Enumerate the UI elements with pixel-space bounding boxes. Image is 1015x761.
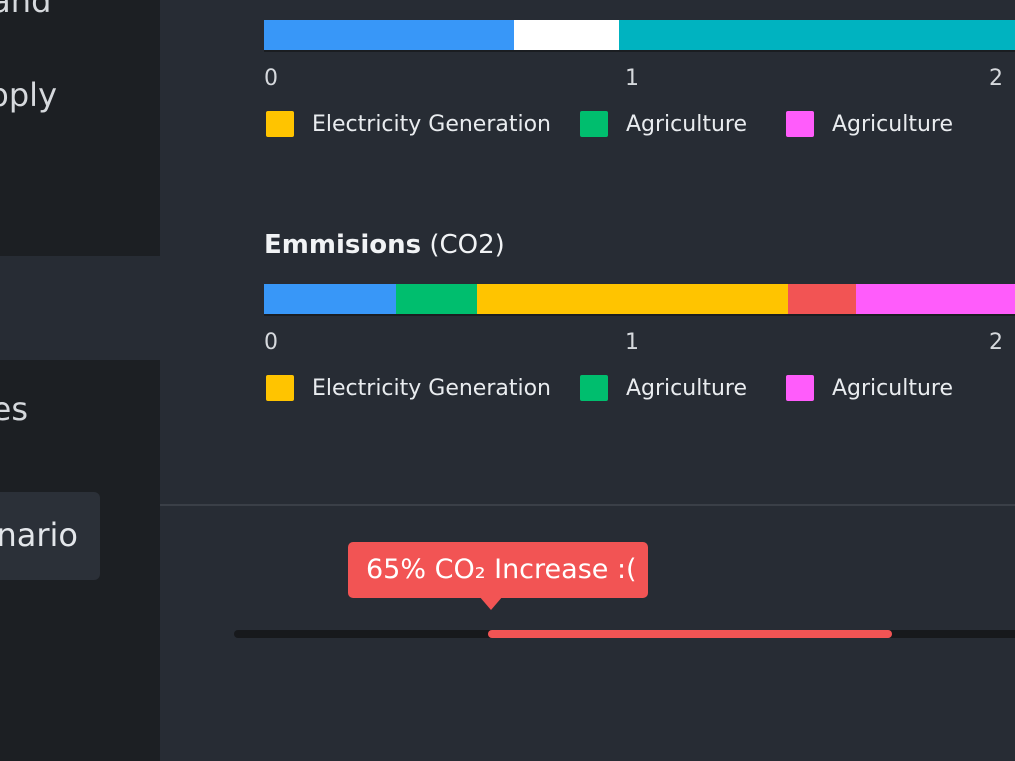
slider-range[interactable] <box>488 630 892 638</box>
chart2-axis-tick: 1 <box>625 330 639 355</box>
chart2-segment[interactable] <box>396 284 477 314</box>
chart1-axis-tick: 0 <box>264 66 278 91</box>
chart2-legend-item: Electricity Generation <box>266 375 551 401</box>
chart1-segment[interactable] <box>514 20 619 50</box>
chart1-axis-tick: 1 <box>625 66 639 91</box>
chart1-axis-tick: 2 <box>989 66 1003 91</box>
sidebar-item-es[interactable]: es <box>0 390 28 428</box>
legend-label: Electricity Generation <box>312 111 552 137</box>
chart1-stacked-bar <box>264 20 1015 52</box>
legend-label: Agriculture <box>832 111 953 137</box>
chart2-axis-tick: 0 <box>264 330 278 355</box>
sidebar-item-demand[interactable]: mand <box>0 0 52 20</box>
chart2-stacked-bar <box>264 284 1015 316</box>
chart2-legend-item: Agriculture <box>786 375 953 401</box>
legend-swatch <box>266 111 294 137</box>
sidebar: mand pply pply es nario <box>0 0 160 761</box>
legend-label: Agriculture <box>626 375 747 401</box>
chart2-segment[interactable] <box>264 284 396 314</box>
legend-label: Agriculture <box>832 375 953 401</box>
legend-label: Electricity Generation <box>312 375 552 401</box>
scenario-button[interactable]: nario <box>0 492 100 580</box>
emissions-title-bold: Emmisions <box>264 230 422 260</box>
legend-swatch <box>266 375 294 401</box>
legend-swatch <box>580 111 608 137</box>
chart2-segment[interactable] <box>477 284 788 314</box>
co2-increase-tooltip: 65% CO₂ Increase :( <box>348 542 648 598</box>
sidebar-item-active-supply[interactable]: pply <box>0 256 160 579</box>
chart1-segment[interactable] <box>619 20 1015 50</box>
chart1-legend-item: Agriculture <box>580 111 747 137</box>
legend-swatch <box>786 375 814 401</box>
legend-label: Agriculture <box>626 111 747 137</box>
tooltip-text: 65% CO₂ Increase :( <box>366 554 637 585</box>
chart1-segment[interactable] <box>264 20 514 50</box>
tooltip-arrow <box>479 596 503 610</box>
emissions-title-unit: (CO2) <box>429 230 505 260</box>
section-divider <box>160 504 1015 506</box>
chart2-axis-tick: 2 <box>989 330 1003 355</box>
chart1-legend-item: Electricity Generation <box>266 111 551 137</box>
chart1-legend-item: Agriculture <box>786 111 953 137</box>
scenario-button-label: nario <box>0 516 78 554</box>
chart2-segment[interactable] <box>856 284 1015 314</box>
legend-swatch <box>580 375 608 401</box>
sidebar-item-supply[interactable]: pply <box>0 76 57 114</box>
legend-swatch <box>786 111 814 137</box>
emissions-chart-title: Emmisions (CO2) <box>264 230 505 260</box>
chart2-legend-item: Agriculture <box>580 375 747 401</box>
chart2-segment[interactable] <box>788 284 856 314</box>
